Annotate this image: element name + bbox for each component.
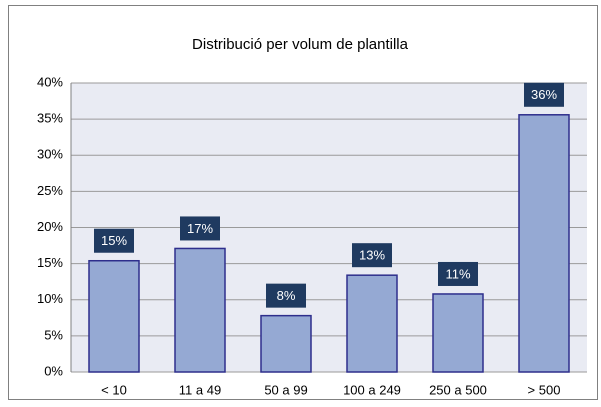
data-label: 15% (101, 233, 127, 248)
x-tick-label: 250 a 500 (429, 382, 487, 397)
data-label-box (94, 228, 134, 253)
bar (346, 274, 398, 373)
y-tick-label: 15% (37, 255, 63, 270)
data-label: 8% (277, 288, 296, 303)
bar (432, 293, 484, 373)
y-tick-label: 35% (37, 111, 63, 126)
data-label-box (438, 261, 478, 286)
y-tick-label: 10% (37, 291, 63, 306)
data-label-box (266, 283, 306, 308)
data-label-box (352, 243, 392, 268)
chart-title: Distribució per volum de plantilla (192, 36, 409, 53)
y-tick-label: 30% (37, 147, 63, 162)
y-tick-label: 40% (37, 74, 63, 89)
x-tick-label: > 500 (528, 382, 561, 397)
x-tick-label: 11 a 49 (179, 382, 221, 397)
bar (88, 259, 140, 373)
y-tick-label: 0% (44, 363, 63, 378)
y-tick-label: 25% (37, 183, 63, 198)
x-tick-label: 50 a 99 (264, 382, 307, 397)
y-tick-label: 5% (44, 327, 63, 342)
data-label: 13% (359, 248, 385, 263)
data-label-box (524, 82, 564, 107)
bar (260, 314, 312, 373)
y-tick-label: 20% (37, 219, 63, 234)
x-tick-label: 100 a 249 (343, 382, 401, 397)
x-tick-label: < 10 (101, 382, 127, 397)
bar (518, 114, 570, 373)
data-label-box (180, 216, 220, 241)
data-label: 36% (531, 87, 557, 102)
data-label: 17% (187, 221, 213, 236)
data-label: 11% (445, 266, 470, 281)
bar (174, 247, 226, 373)
